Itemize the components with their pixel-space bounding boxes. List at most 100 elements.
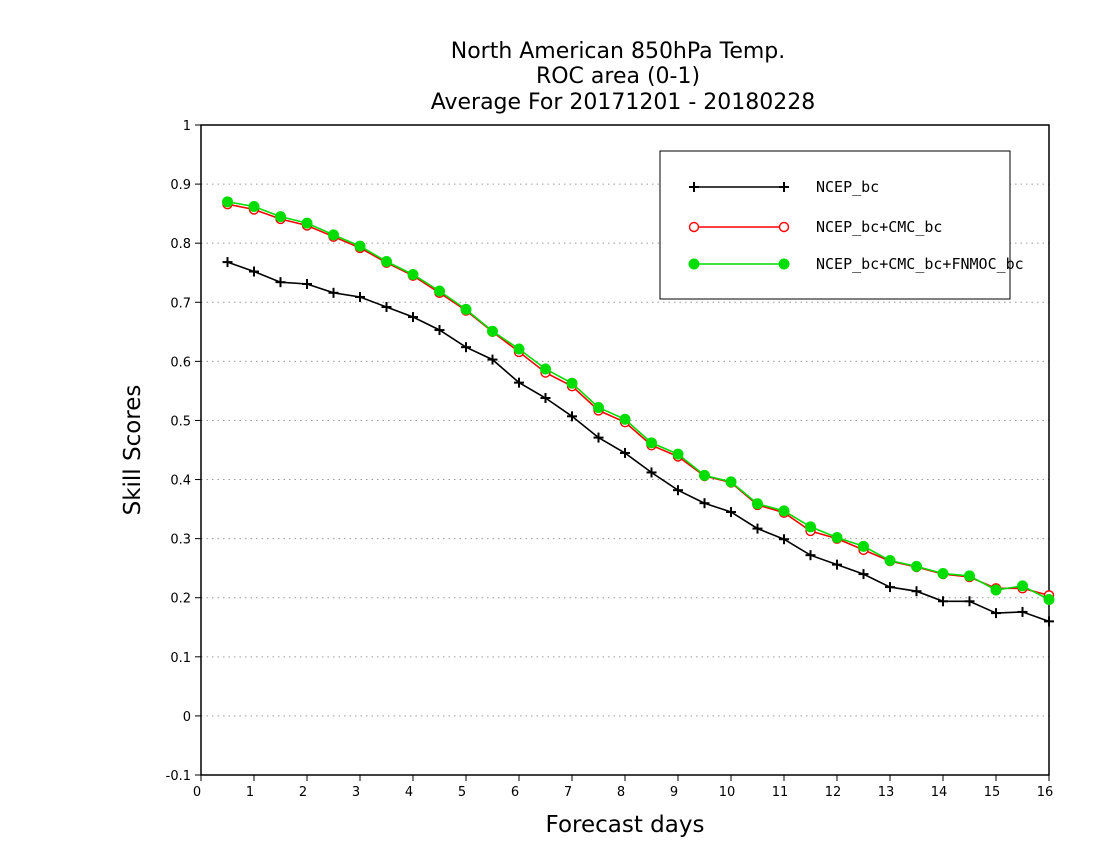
legend-label: NCEP_bc+CMC_bc+FNMOC_bc (816, 255, 1024, 273)
data-point (778, 505, 790, 517)
data-point (1017, 606, 1028, 617)
chart-title-line-2: ROC area (0-1) (536, 64, 700, 89)
data-point (752, 498, 763, 510)
data-point (354, 240, 366, 252)
data-point (619, 413, 631, 425)
x-tick-label: 6 (511, 785, 519, 800)
legend-marker (689, 182, 699, 192)
data-point (938, 596, 948, 607)
data-point (990, 584, 1002, 596)
legend-entry: NCEP_bc+CMC_bc+FNMOC_bc (688, 255, 1024, 273)
data-point (832, 559, 842, 570)
series-0 (222, 257, 1054, 627)
legend-entry: NCEP_bc+CMC_bc (688, 218, 942, 236)
x-tick-label: 15 (984, 785, 1001, 800)
data-point (911, 560, 922, 572)
data-point (858, 540, 869, 552)
x-tick-label: 3 (352, 785, 360, 800)
data-point (858, 569, 869, 580)
x-tick-label: 8 (617, 785, 625, 800)
data-point (540, 393, 551, 403)
data-point (911, 586, 922, 597)
data-series (222, 196, 1055, 627)
y-tick-label: 1 (183, 119, 191, 134)
data-point (566, 377, 578, 389)
data-point (408, 312, 418, 323)
data-point (487, 325, 498, 337)
series-line (227, 261, 1050, 623)
data-point (831, 531, 843, 543)
data-point (646, 437, 657, 449)
legend-marker (778, 221, 790, 233)
x-tick-label: 5 (458, 785, 466, 800)
data-point (461, 342, 471, 353)
legend-label: NCEP_bc+CMC_bc (816, 218, 942, 236)
legend-marker (778, 258, 790, 270)
data-point (248, 201, 260, 213)
legend-marker (688, 221, 700, 233)
data-point (620, 447, 630, 458)
data-point (540, 363, 551, 375)
legend-box (659, 150, 1011, 300)
data-point (355, 291, 365, 302)
series-2 (222, 196, 1055, 605)
data-point (434, 325, 445, 336)
data-point (514, 377, 524, 388)
x-tick-label: 16 (1037, 785, 1054, 800)
x-tick-label: 2 (299, 785, 307, 800)
y-tick-label: 0.8 (170, 237, 191, 252)
y-tick-label: -0.1 (166, 769, 191, 784)
data-point (964, 596, 975, 607)
y-tick-label: 0.7 (170, 296, 191, 311)
x-tick-label: 14 (931, 785, 948, 800)
legend-entry: NCEP_bc (689, 178, 879, 196)
data-point (726, 507, 736, 518)
data-point (275, 277, 286, 288)
data-point (567, 411, 577, 422)
data-point (249, 266, 259, 277)
data-point (460, 303, 472, 315)
y-axis-label: Skill Scores (120, 385, 146, 516)
data-point (302, 278, 312, 289)
data-point (805, 550, 816, 561)
data-point (1043, 594, 1055, 605)
x-axis-label: Forecast days (546, 812, 705, 838)
legend: NCEP_bc NCEP_bc+CMC_bc NCEP_bc+CMC_bc+FNMO… (659, 150, 1024, 300)
y-axis: -0.1 0 0.1 0.2 0.3 0.4 0.5 0.6 0.7 0.8 0.9 1 (166, 119, 201, 784)
x-tick-label: 9 (670, 785, 678, 800)
data-point (513, 343, 525, 355)
y-tick-label: 0.9 (170, 178, 191, 193)
data-point (884, 555, 896, 566)
data-point (673, 485, 683, 496)
data-point (328, 229, 339, 241)
data-point (672, 448, 684, 460)
y-tick-label: 0.5 (170, 414, 191, 429)
data-point (487, 354, 498, 365)
x-tick-label: 4 (405, 785, 413, 800)
chart-title-line-1: North American 850hPa Temp. (451, 39, 786, 64)
data-point (275, 211, 286, 223)
x-tick-label: 13 (878, 785, 895, 800)
x-tick-label: 0 (193, 785, 201, 800)
legend-marker (779, 182, 789, 192)
data-point (328, 287, 339, 298)
data-point (752, 523, 763, 534)
data-point (381, 256, 392, 267)
data-point (301, 217, 313, 229)
data-point (593, 432, 604, 443)
y-tick-label: 0.4 (170, 474, 191, 489)
data-point (222, 257, 233, 268)
x-tick-label: 10 (719, 785, 736, 800)
data-point (964, 570, 975, 582)
data-point (779, 534, 789, 545)
legend-marker (688, 258, 700, 270)
x-tick-label: 7 (564, 785, 572, 800)
data-point (407, 269, 419, 280)
x-tick-label: 1 (246, 785, 254, 800)
data-point (434, 285, 445, 297)
data-point (1044, 616, 1054, 627)
data-point (593, 401, 604, 413)
y-tick-label: 0.3 (170, 533, 191, 548)
x-tick-label: 11 (772, 785, 789, 800)
